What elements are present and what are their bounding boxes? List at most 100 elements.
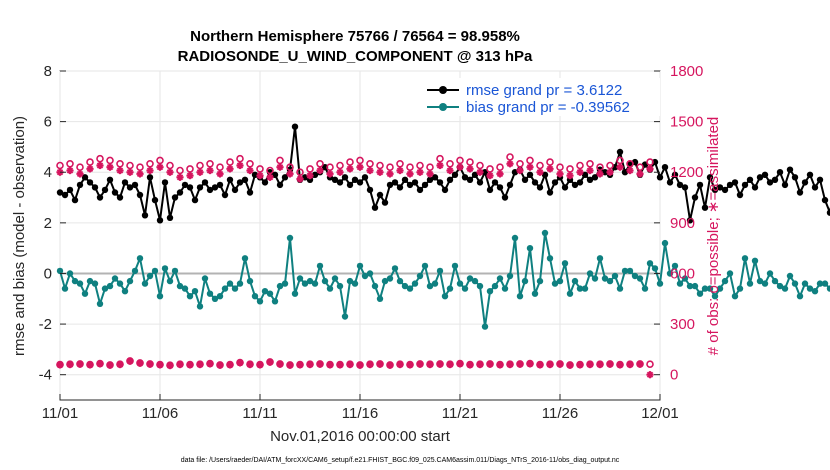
rmse-point: [701, 204, 709, 211]
obs-possible-point: [586, 160, 594, 168]
obs-assimilated-point: [616, 163, 624, 171]
series-layer: [56, 123, 830, 379]
obs-possible-point: [416, 161, 424, 170]
bias-point: [391, 265, 399, 272]
bias-point: [136, 255, 144, 262]
bias-point: [526, 245, 534, 252]
obs-star-stroke: [596, 170, 604, 178]
rmse-point: [501, 194, 509, 201]
obs-assimilated-point: [276, 360, 284, 368]
obs-star-stroke: [216, 362, 224, 369]
obs-assimilated-point: [246, 360, 254, 369]
obs-possible-point: [246, 160, 254, 168]
obs-possible-point: [306, 165, 314, 173]
rmse-point: [816, 176, 824, 183]
x-tick-label: 12/01: [641, 405, 679, 422]
bias-point: [346, 277, 354, 285]
obs-possible-point: [326, 163, 334, 171]
bias-point: [336, 282, 344, 290]
rmse-point: [221, 191, 229, 199]
obs-possible-point: [196, 161, 204, 170]
rmse-point: [801, 179, 809, 186]
bias-point: [441, 293, 449, 300]
obs-assimilated-point: [336, 168, 344, 176]
rmse-point: [386, 181, 394, 189]
obs-star-stroke: [496, 170, 504, 178]
obs-assimilated-point: [546, 165, 554, 173]
obs-assimilated-point: [386, 361, 394, 369]
obs-star-stroke: [506, 361, 514, 368]
obs-star-stroke: [626, 361, 634, 368]
bias-point: [656, 280, 664, 287]
obs-possible-point: [66, 160, 74, 168]
x-tick-label: 11/16: [342, 405, 378, 422]
obs-star-stroke: [106, 362, 114, 369]
rmse-point: [796, 189, 804, 196]
legend: rmse grand pr = 3.6122 bias grand pr = -…: [423, 78, 660, 116]
obs-possible-point: [576, 161, 584, 170]
bias-point: [716, 285, 724, 292]
obs-star-stroke: [486, 172, 494, 179]
rmse-point: [211, 184, 219, 191]
bias-point: [476, 282, 484, 290]
bias-point: [271, 298, 279, 305]
bias-point: [96, 300, 104, 307]
bias-point: [806, 285, 814, 292]
obs-assimilated-point: [306, 360, 314, 369]
obs-assimilated-point: [186, 361, 194, 369]
rmse-point: [61, 191, 69, 199]
obs-star-stroke: [566, 362, 574, 369]
obs-assimilated-point: [106, 361, 114, 369]
obs-star-stroke: [216, 170, 224, 178]
rmse-point: [481, 169, 489, 176]
rmse-point: [131, 181, 139, 189]
obs-assimilated-point: [126, 168, 134, 176]
obs-assimilated-point: [526, 360, 534, 368]
bias-point: [231, 285, 239, 292]
rmse-point: [341, 174, 349, 181]
obs-assimilated-point: [336, 361, 344, 369]
obs-star-stroke: [476, 169, 484, 176]
obs-possible-point: [256, 165, 264, 173]
bias-point: [571, 277, 579, 285]
obs-star-stroke: [576, 361, 584, 369]
obs-star-stroke: [196, 169, 204, 176]
bias-point: [826, 285, 830, 292]
obs-assimilated-point: [486, 172, 494, 180]
bias-point: [376, 295, 384, 302]
obs-assimilated-point: [86, 361, 94, 369]
obs-assimilated-point: [436, 360, 444, 368]
rmse-point: [216, 181, 224, 189]
bias-point: [431, 280, 439, 287]
rmse-point: [491, 179, 499, 186]
rmse-point: [421, 181, 429, 189]
bias-point: [616, 285, 624, 292]
obs-possible-point: [96, 154, 104, 163]
rmse-point: [771, 176, 779, 183]
bias-point: [731, 293, 739, 300]
obs-assimilated-point: [66, 360, 74, 369]
rmse-point: [671, 171, 679, 178]
obs-star-stroke: [466, 165, 474, 173]
obs-assimilated-point: [506, 160, 514, 168]
obs-possible-point: [336, 161, 344, 170]
bias-point: [116, 280, 124, 287]
bias-point: [466, 275, 474, 282]
x-tick-label: 11/21: [442, 405, 478, 422]
bias-point: [171, 267, 179, 275]
rmse-point: [716, 184, 724, 191]
bias-point: [621, 267, 629, 275]
obs-assimilated-point: [216, 170, 224, 178]
bias-point: [696, 290, 704, 297]
obs-possible-point: [116, 160, 124, 168]
rmse-point: [91, 184, 99, 191]
bias-point: [501, 285, 509, 292]
bias-point: [766, 270, 774, 277]
bias-point: [666, 270, 674, 277]
bias-point: [341, 313, 349, 320]
obs-star-stroke: [376, 361, 384, 368]
obs-assimilated-point: [626, 360, 634, 369]
bias-point: [101, 285, 109, 292]
bias-point: [516, 293, 524, 300]
bias-point: [636, 275, 644, 282]
